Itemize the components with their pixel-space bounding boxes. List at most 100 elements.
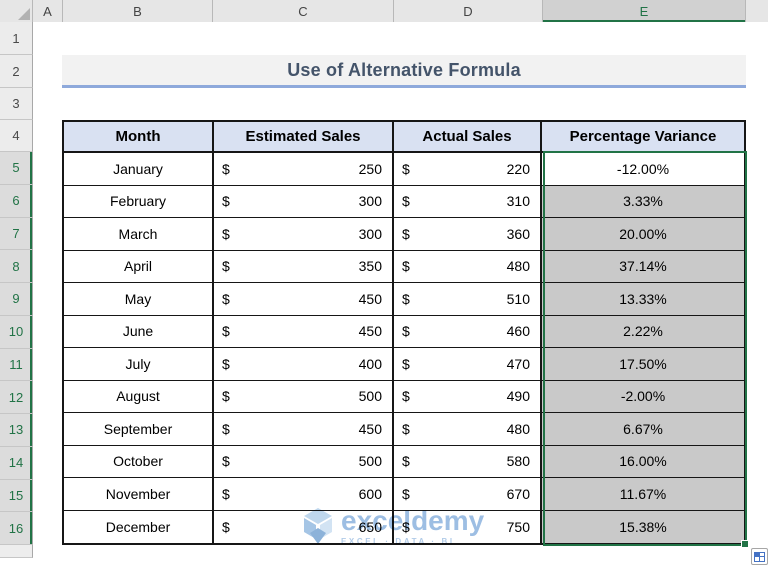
sales-value: 510 (506, 290, 530, 307)
sales-value: 450 (358, 323, 382, 340)
cell-estimated-sales[interactable]: $500 (214, 380, 394, 413)
cell-variance[interactable]: 6.67% (542, 413, 744, 446)
cell-actual-sales[interactable]: $470 (394, 348, 542, 381)
cell-variance[interactable]: 37.14% (542, 250, 744, 283)
row-header-13[interactable]: 13 (0, 414, 33, 447)
cell-month[interactable]: September (64, 413, 214, 446)
cell-month[interactable]: March (64, 218, 214, 251)
cell-estimated-sales[interactable]: $450 (214, 283, 394, 316)
cell-actual-sales[interactable]: $460 (394, 315, 542, 348)
row-header-6[interactable]: 6 (0, 184, 33, 218)
cell-actual-sales[interactable]: $220 (394, 153, 542, 186)
cell-actual-sales[interactable]: $480 (394, 250, 542, 283)
currency-symbol: $ (222, 355, 230, 372)
currency-symbol: $ (222, 453, 230, 470)
cell-estimated-sales[interactable]: $400 (214, 348, 394, 381)
cell-actual-sales[interactable]: $360 (394, 218, 542, 251)
cell-month[interactable]: July (64, 348, 214, 381)
cell-estimated-sales[interactable]: $250 (214, 153, 394, 186)
cell-estimated-sales[interactable]: $450 (214, 315, 394, 348)
currency-symbol: $ (222, 388, 230, 405)
column-header-C[interactable]: C (213, 0, 394, 22)
row-header-9[interactable]: 9 (0, 283, 33, 316)
cell-actual-sales[interactable]: $490 (394, 380, 542, 413)
column-header-B[interactable]: B (63, 0, 213, 22)
sales-value: 310 (506, 193, 530, 210)
cell-variance[interactable]: 11.67% (542, 478, 744, 511)
sales-value: 220 (506, 160, 530, 177)
cell-month[interactable]: June (64, 315, 214, 348)
cell-estimated-sales[interactable]: $300 (214, 185, 394, 218)
cell-variance[interactable]: 15.38% (542, 510, 744, 543)
row-header-10[interactable]: 10 (0, 315, 33, 349)
cell-month[interactable]: December (64, 510, 214, 543)
currency-symbol: $ (402, 388, 410, 405)
table-header-actual-sales[interactable]: Actual Sales (394, 122, 542, 153)
row-header-14[interactable]: 14 (0, 446, 33, 480)
row-header-2[interactable]: 2 (0, 55, 33, 88)
cell-variance[interactable]: 17.50% (542, 348, 744, 381)
title-cell[interactable]: Use of Alternative Formula (62, 55, 746, 88)
cell-variance[interactable]: 13.33% (542, 283, 744, 316)
table-header-estimated-sales[interactable]: Estimated Sales (214, 122, 394, 153)
cell-actual-sales[interactable]: $510 (394, 283, 542, 316)
cell-estimated-sales[interactable]: $450 (214, 413, 394, 446)
currency-symbol: $ (222, 160, 230, 177)
row-header-12[interactable]: 12 (0, 381, 33, 414)
cell-variance-active[interactable]: -12.00% (542, 153, 744, 186)
sales-value: 480 (506, 420, 530, 437)
row-header-7[interactable]: 7 (0, 217, 33, 251)
cell-actual-sales[interactable]: $750 (394, 510, 542, 543)
row-header-1[interactable]: 1 (0, 22, 33, 55)
sales-value: 580 (506, 453, 530, 470)
table-header-percentage-variance[interactable]: Percentage Variance (542, 122, 744, 153)
cell-variance[interactable]: 3.33% (542, 185, 744, 218)
cell-actual-sales[interactable]: $580 (394, 445, 542, 478)
cell-estimated-sales[interactable]: $500 (214, 445, 394, 478)
column-header-A[interactable]: A (33, 0, 63, 22)
select-all-corner[interactable] (0, 0, 33, 22)
currency-symbol: $ (402, 420, 410, 437)
currency-symbol: $ (222, 323, 230, 340)
row-header-8[interactable]: 8 (0, 250, 33, 283)
row-header-17-partial[interactable] (0, 545, 33, 558)
row-header-11[interactable]: 11 (0, 348, 33, 382)
cell-actual-sales[interactable]: $670 (394, 478, 542, 511)
quick-analysis-button[interactable] (751, 548, 768, 565)
cell-variance[interactable]: 16.00% (542, 445, 744, 478)
currency-symbol: $ (222, 290, 230, 307)
cell-estimated-sales[interactable]: $350 (214, 250, 394, 283)
cell-month[interactable]: April (64, 250, 214, 283)
cell-month[interactable]: January (64, 153, 214, 186)
column-header-partial[interactable] (746, 0, 768, 22)
sales-value: 450 (358, 420, 382, 437)
cell-month[interactable]: October (64, 445, 214, 478)
currency-symbol: $ (402, 453, 410, 470)
cell-variance[interactable]: 2.22% (542, 315, 744, 348)
table-header-month[interactable]: Month (64, 122, 214, 153)
cell-estimated-sales[interactable]: $300 (214, 218, 394, 251)
currency-symbol: $ (402, 225, 410, 242)
row-header-5[interactable]: 5 (0, 152, 33, 185)
cell-variance[interactable]: -2.00% (542, 380, 744, 413)
cell-month[interactable]: November (64, 478, 214, 511)
currency-symbol: $ (402, 160, 410, 177)
row-headers: 1 2 3 4 5 6 7 8 9 10 11 12 13 14 15 16 (0, 22, 33, 545)
cell-estimated-sales[interactable]: $600 (214, 478, 394, 511)
fill-handle[interactable] (741, 540, 749, 548)
cell-actual-sales[interactable]: $480 (394, 413, 542, 446)
column-header-D[interactable]: D (394, 0, 543, 22)
cell-month[interactable]: August (64, 380, 214, 413)
cell-actual-sales[interactable]: $310 (394, 185, 542, 218)
row-header-16[interactable]: 16 (0, 512, 33, 545)
sales-value: 450 (358, 290, 382, 307)
row-header-4[interactable]: 4 (0, 120, 33, 152)
cell-variance[interactable]: 20.00% (542, 218, 744, 251)
cell-estimated-sales[interactable]: $650 (214, 510, 394, 543)
cell-month[interactable]: May (64, 283, 214, 316)
row-header-15[interactable]: 15 (0, 479, 33, 513)
row-header-3[interactable]: 3 (0, 88, 33, 120)
cell-month[interactable]: February (64, 185, 214, 218)
column-header-E[interactable]: E (543, 0, 746, 22)
